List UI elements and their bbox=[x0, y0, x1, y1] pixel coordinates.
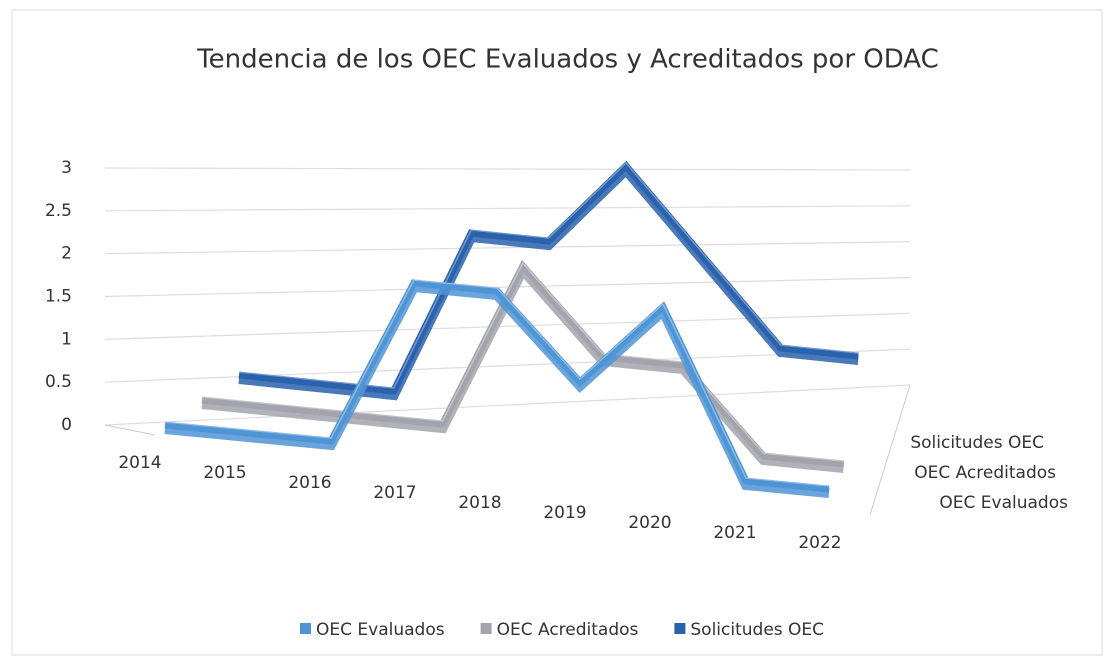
legend-label: OEC Evaluados bbox=[316, 620, 445, 640]
legend-swatch bbox=[674, 623, 686, 634]
grid-line bbox=[104, 312, 911, 340]
grid-line bbox=[104, 276, 911, 298]
x-tick-label: 2018 bbox=[458, 493, 501, 513]
ribbon-edge bbox=[238, 161, 859, 389]
floor-edge bbox=[104, 424, 156, 436]
x-tick-label: 2021 bbox=[713, 523, 756, 543]
legend-label: OEC Acreditados bbox=[497, 620, 639, 640]
legend-swatch bbox=[300, 623, 311, 634]
y-tick-label: 1.5 bbox=[45, 287, 72, 307]
ribbon-edge bbox=[164, 279, 830, 487]
ribbon-edge bbox=[201, 261, 844, 462]
legend-swatch bbox=[480, 623, 492, 634]
x-tick-label: 2016 bbox=[288, 473, 331, 493]
grid-line bbox=[104, 167, 911, 171]
x-tick-label: 2015 bbox=[203, 463, 246, 483]
chart-frame bbox=[11, 9, 1103, 656]
grid-line bbox=[104, 384, 911, 426]
x-tick-label: 2022 bbox=[798, 533, 841, 553]
series-line bbox=[238, 160, 859, 395]
y-tick-label: 2.5 bbox=[45, 201, 72, 221]
legend-label: Solicitudes OEC bbox=[690, 620, 824, 640]
grid-line bbox=[104, 241, 911, 255]
x-tick-label: 2014 bbox=[118, 453, 161, 473]
grid-line bbox=[104, 205, 911, 212]
y-tick-label: 3 bbox=[61, 158, 72, 178]
y-tick-label: 0.5 bbox=[45, 372, 72, 392]
y-tick-label: 0 bbox=[61, 415, 72, 435]
x-tick-label: 2017 bbox=[373, 483, 416, 503]
depth-label: OEC Acreditados bbox=[914, 463, 1056, 483]
x-tick-label: 2020 bbox=[628, 513, 671, 533]
series-line bbox=[201, 259, 844, 468]
chart-title: Tendencia de los OEC Evaluados y Acredit… bbox=[196, 45, 939, 75]
floor-edge bbox=[869, 384, 911, 516]
depth-label: OEC Evaluados bbox=[939, 493, 1068, 513]
y-tick-label: 2 bbox=[61, 244, 72, 264]
x-tick-label: 2019 bbox=[543, 503, 586, 523]
series-line bbox=[164, 279, 830, 493]
depth-label: Solicitudes OEC bbox=[910, 433, 1044, 453]
y-tick-label: 1 bbox=[61, 329, 72, 349]
